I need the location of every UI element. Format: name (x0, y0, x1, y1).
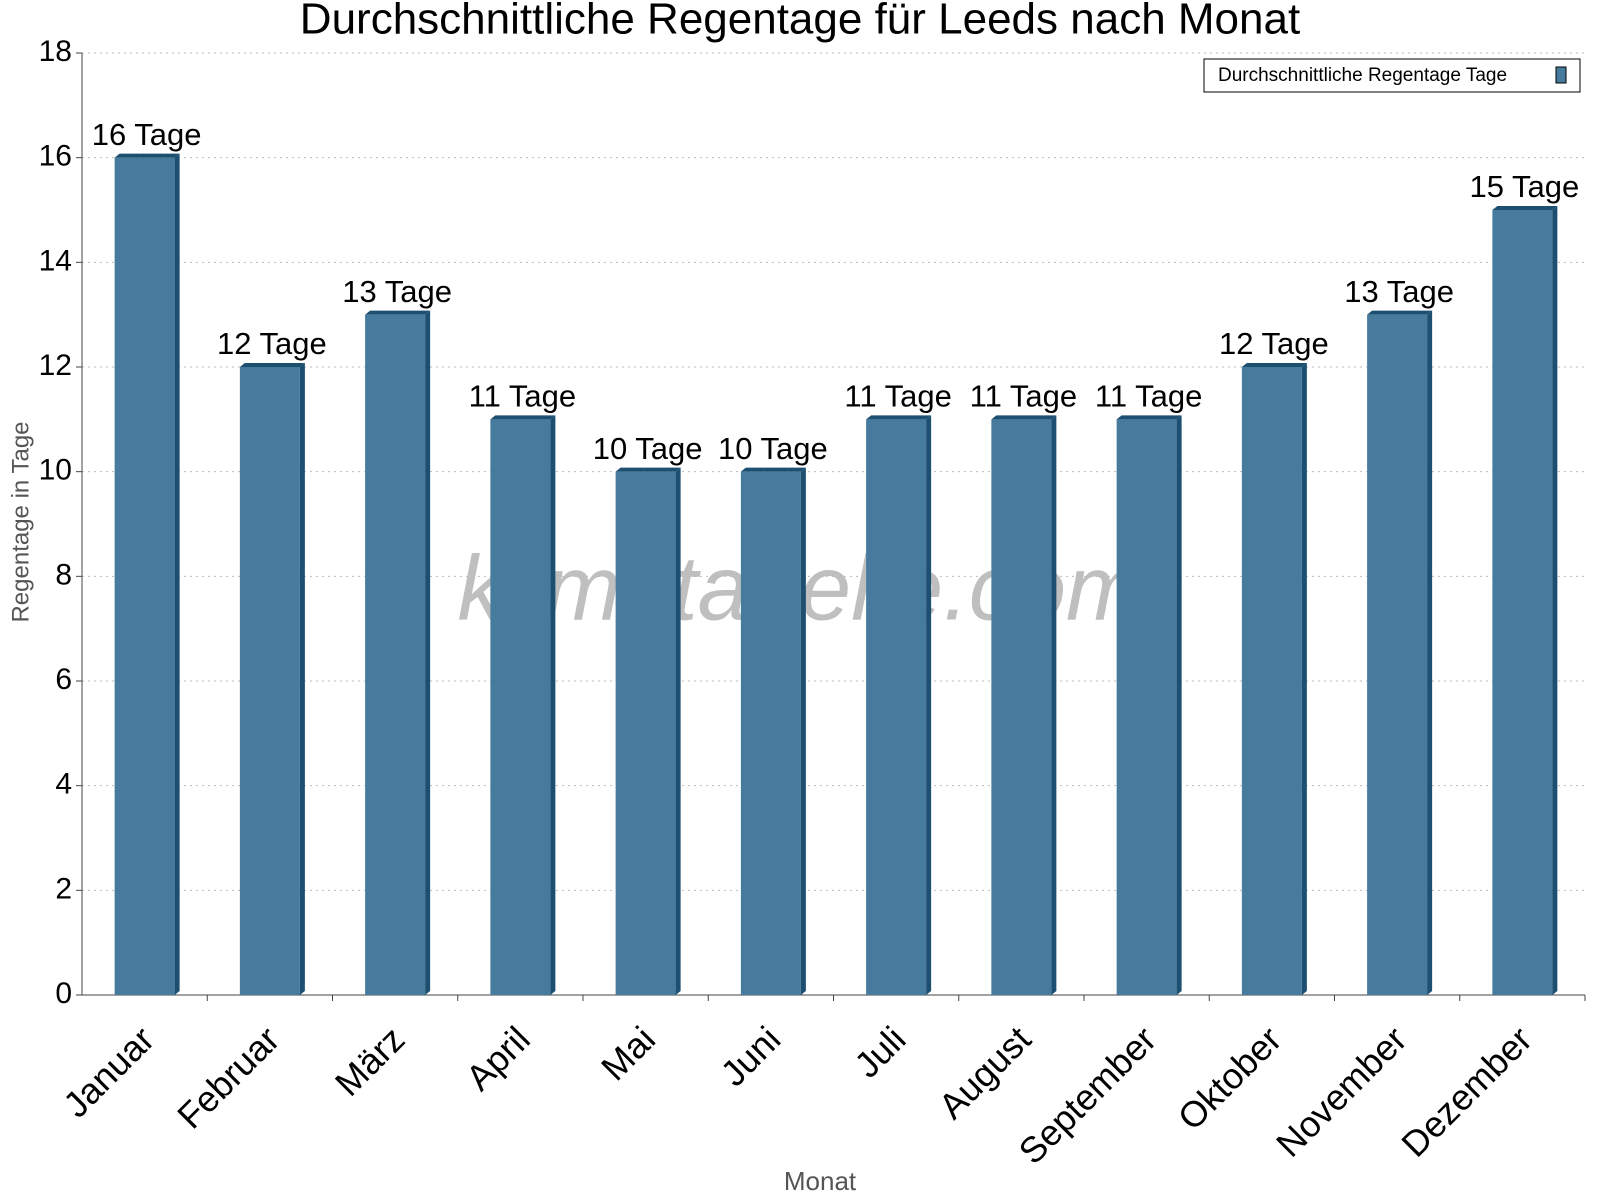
bar-side (926, 415, 932, 995)
bar-side (174, 153, 180, 995)
y-tick-label: 8 (55, 558, 72, 591)
y-tick-label: 18 (39, 35, 72, 68)
bar-top (1492, 206, 1558, 210)
value-label: 12 Tage (1219, 326, 1329, 361)
bar-top (239, 363, 305, 367)
bar (740, 471, 801, 996)
value-label: 15 Tage (1469, 169, 1579, 204)
bar (1116, 419, 1177, 995)
bar-top (1241, 363, 1307, 367)
bar-side (425, 310, 431, 996)
bar-top (1367, 310, 1433, 315)
bar-side (1552, 206, 1558, 995)
bar-side (675, 467, 681, 996)
bar-side (1051, 415, 1057, 995)
value-label: 10 Tage (593, 431, 703, 466)
bar (1492, 210, 1553, 995)
value-label: 13 Tage (1344, 274, 1454, 309)
bar-top (991, 415, 1057, 420)
bar-side (1427, 310, 1433, 996)
bar-top (114, 153, 180, 158)
value-label: 11 Tage (970, 379, 1077, 414)
x-axis-label: Monat (784, 1166, 857, 1196)
bar-top (615, 467, 681, 472)
value-label: 13 Tage (342, 274, 452, 309)
bar-top (490, 415, 556, 420)
y-tick-label: 6 (55, 663, 72, 696)
y-tick-label: 0 (55, 977, 72, 1010)
y-axis-label: Regentage in Tage (7, 421, 34, 622)
value-label: 12 Tage (217, 326, 327, 361)
bar-side (550, 415, 556, 995)
value-label: 11 Tage (844, 379, 951, 414)
bar-top (1116, 415, 1182, 420)
y-tick-label: 16 (39, 140, 72, 173)
y-tick-label: 12 (39, 349, 72, 382)
bar-side (800, 467, 806, 996)
y-tick-label: 14 (39, 244, 72, 277)
legend-swatch (1555, 66, 1567, 84)
bar-top (365, 310, 431, 315)
bar-side (1176, 415, 1182, 995)
bar-top (740, 467, 806, 472)
bar (615, 471, 676, 996)
bar-side (299, 363, 305, 995)
bar (1241, 367, 1302, 995)
bar (991, 419, 1052, 995)
legend-box (1203, 58, 1581, 93)
bar (1367, 314, 1428, 996)
bar-top (866, 415, 932, 420)
y-tick-label: 10 (39, 454, 72, 487)
value-label: 10 Tage (718, 431, 828, 466)
y-tick-label: 2 (55, 872, 72, 905)
y-tick-label: 4 (55, 768, 72, 801)
value-label: 11 Tage (469, 379, 576, 414)
bar (490, 419, 551, 995)
bar (114, 157, 175, 995)
bar-side (1301, 363, 1307, 995)
value-label: 16 Tage (92, 117, 202, 152)
legend-label: Durchschnittliche Regentage Tage (1218, 65, 1507, 86)
bar (866, 419, 927, 995)
bar (365, 314, 426, 996)
value-label: 11 Tage (1095, 379, 1202, 414)
chart-title: Durchschnittliche Regentage für Leeds na… (300, 0, 1300, 44)
bar (239, 367, 300, 995)
